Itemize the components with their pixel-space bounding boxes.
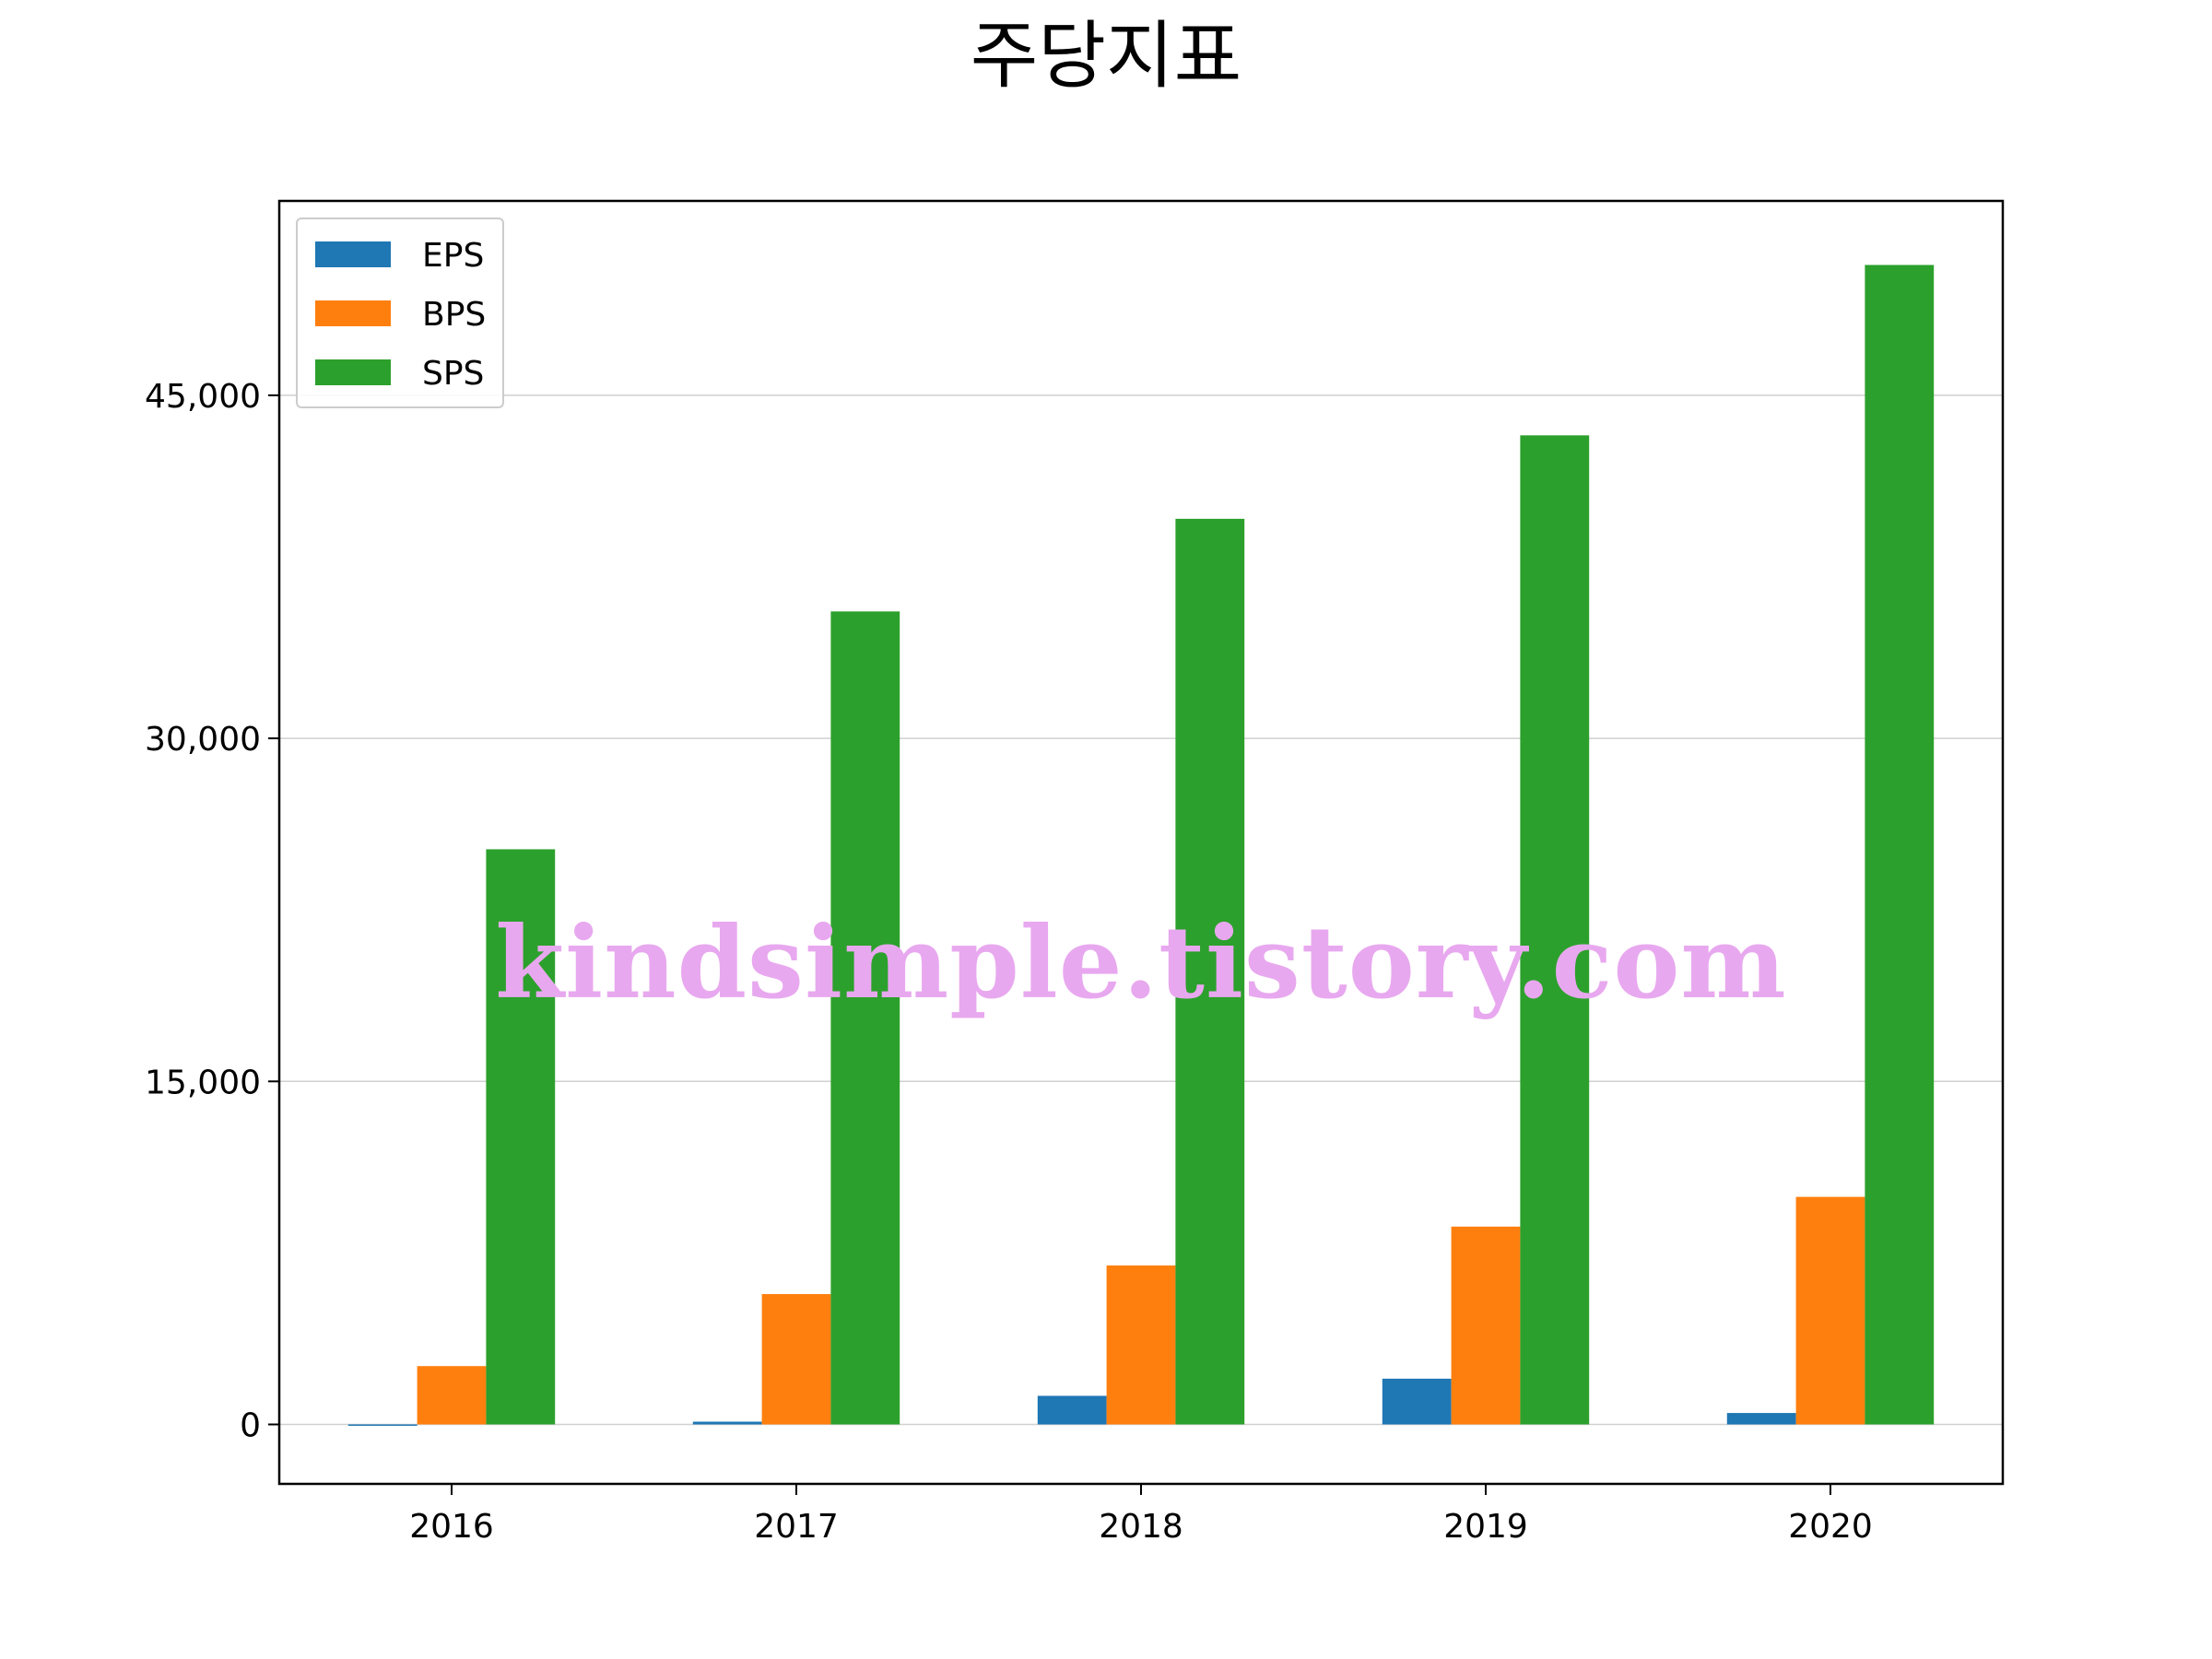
bar-sps-2016 [486,849,556,1425]
x-tick-label: 2019 [1443,1508,1528,1546]
bar-eps-2017 [692,1421,762,1425]
bar-bps-2017 [761,1294,831,1425]
bar-bps-2018 [1106,1265,1176,1425]
x-axis: 2016 2017 2018 2019 2020 [409,1484,1873,1546]
legend-label-eps: EPS [422,237,484,275]
x-tick-label: 2018 [1099,1508,1183,1546]
y-axis: 0 15,000 30,000 45,000 [145,378,279,1444]
chart-title: 주당지표 [971,13,1241,99]
legend-swatch-sps [315,359,391,385]
legend-label-bps: BPS [422,296,486,334]
legend-swatch-bps [315,300,391,326]
bar-bps-2020 [1795,1196,1865,1425]
bar-sps-2018 [1175,518,1245,1425]
y-tick-label: 45,000 [145,378,261,416]
y-tick-label: 30,000 [145,721,261,759]
x-tick-label: 2017 [754,1508,839,1546]
watermark-text: kindsimple.tistory.com [495,905,1786,1021]
bar-sps-2019 [1520,435,1590,1425]
bar-sps-2020 [1865,265,1935,1425]
legend: EPS BPS SPS [296,218,504,408]
bar-eps-2018 [1037,1395,1107,1425]
bar-sps-2017 [830,611,900,1425]
bar-eps-2016 [347,1424,418,1426]
bar-eps-2020 [1726,1413,1796,1425]
legend-swatch-eps [315,241,391,267]
x-tick-label: 2016 [409,1508,494,1546]
x-tick-label: 2020 [1788,1508,1873,1546]
bar-eps-2019 [1382,1378,1452,1425]
legend-label-sps: SPS [422,355,484,393]
bars [347,265,1935,1426]
bar-bps-2016 [417,1366,487,1425]
y-tick-label: 0 [240,1406,261,1444]
bar-bps-2019 [1451,1226,1521,1425]
y-tick-label: 15,000 [145,1064,261,1101]
